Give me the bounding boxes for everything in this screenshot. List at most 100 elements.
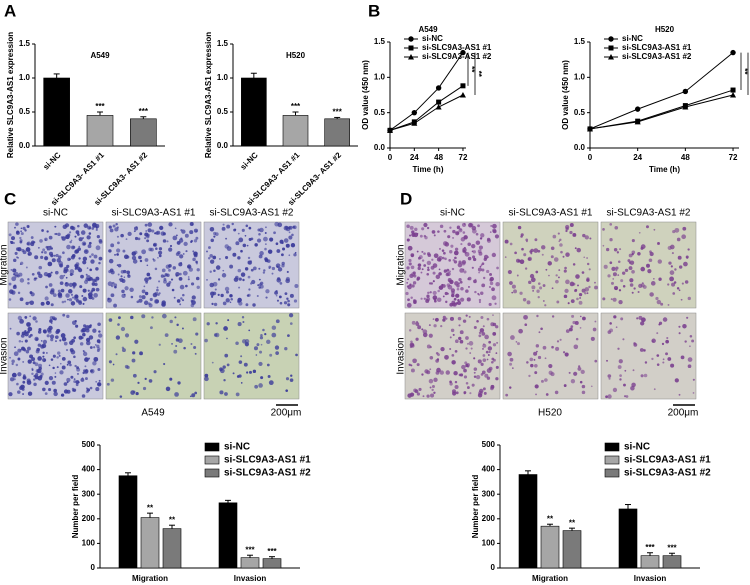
cell bbox=[129, 287, 134, 293]
cell bbox=[509, 281, 513, 285]
cell bbox=[208, 246, 211, 249]
cell bbox=[504, 256, 507, 258]
cell bbox=[258, 361, 263, 367]
cell bbox=[642, 348, 646, 352]
cell bbox=[158, 280, 161, 283]
cell bbox=[29, 291, 33, 295]
cell bbox=[131, 358, 136, 363]
cell bbox=[53, 254, 56, 257]
cell bbox=[481, 268, 485, 272]
cell bbox=[544, 378, 548, 382]
cell bbox=[237, 268, 242, 273]
cell bbox=[594, 285, 598, 290]
marker bbox=[408, 54, 414, 60]
cell bbox=[609, 322, 612, 325]
cell bbox=[92, 361, 97, 366]
cell bbox=[179, 284, 185, 290]
cell bbox=[158, 343, 161, 346]
cell bbox=[241, 339, 247, 344]
cell bbox=[438, 285, 444, 290]
cell bbox=[62, 224, 68, 230]
cell bbox=[687, 296, 691, 301]
cell bbox=[165, 386, 171, 392]
cell bbox=[445, 370, 450, 375]
cell bbox=[479, 328, 485, 333]
cell bbox=[275, 290, 278, 293]
cell bbox=[152, 258, 155, 260]
cell bbox=[123, 276, 126, 279]
cell bbox=[82, 350, 85, 352]
cell bbox=[258, 383, 263, 388]
cell bbox=[489, 276, 494, 282]
cell bbox=[179, 272, 182, 276]
cell bbox=[135, 391, 139, 396]
cell bbox=[68, 289, 73, 294]
cell bbox=[54, 225, 57, 228]
cell bbox=[22, 380, 26, 384]
cell bbox=[35, 320, 38, 323]
cell bbox=[637, 252, 641, 256]
cell bbox=[169, 377, 173, 381]
cell bbox=[556, 340, 560, 343]
cell bbox=[527, 256, 533, 262]
cell bbox=[469, 352, 472, 354]
cell bbox=[11, 359, 15, 364]
cell bbox=[494, 302, 497, 305]
cell bbox=[607, 374, 612, 378]
cell bbox=[44, 296, 49, 301]
panel-label: A bbox=[4, 1, 16, 20]
cell bbox=[141, 314, 146, 319]
cell bbox=[650, 281, 656, 286]
cell bbox=[66, 363, 69, 366]
cell bbox=[138, 298, 143, 303]
cell bbox=[42, 329, 47, 334]
cell bbox=[27, 282, 30, 285]
significance: ** bbox=[474, 71, 483, 78]
cell bbox=[478, 245, 484, 250]
cell bbox=[459, 330, 464, 335]
cell bbox=[59, 370, 64, 375]
cell bbox=[91, 282, 96, 286]
significance: *** bbox=[291, 102, 301, 111]
cell bbox=[72, 282, 76, 286]
cell bbox=[486, 358, 489, 361]
cell bbox=[110, 293, 115, 298]
cell bbox=[48, 375, 54, 381]
cell bbox=[482, 354, 486, 357]
chart-title: H520 bbox=[655, 25, 675, 34]
cell bbox=[264, 247, 267, 251]
cell bbox=[619, 378, 622, 381]
cell bbox=[225, 290, 230, 294]
marker bbox=[435, 104, 442, 110]
cell bbox=[156, 288, 159, 292]
cell bbox=[74, 267, 78, 271]
cell bbox=[457, 300, 462, 306]
cell bbox=[247, 293, 251, 297]
cell bbox=[131, 255, 137, 261]
cell bbox=[95, 267, 99, 271]
cell bbox=[682, 323, 687, 329]
cell bbox=[132, 259, 138, 264]
cell bbox=[46, 230, 49, 233]
cell bbox=[570, 299, 575, 304]
legend-label: si-SLC9A3-AS1 #1 bbox=[224, 455, 311, 466]
cell bbox=[288, 313, 294, 318]
cell bbox=[420, 297, 423, 300]
cell bbox=[123, 254, 129, 259]
cell bbox=[481, 283, 486, 288]
cell bbox=[429, 355, 434, 360]
bar bbox=[86, 115, 114, 147]
cell bbox=[145, 230, 148, 232]
cell bbox=[17, 390, 21, 394]
cell bbox=[436, 257, 442, 262]
cell bbox=[649, 292, 654, 297]
cell bbox=[579, 380, 583, 384]
cell bbox=[426, 294, 430, 298]
cell bbox=[660, 302, 664, 306]
cell bbox=[27, 326, 33, 332]
cell bbox=[278, 295, 282, 299]
cell bbox=[454, 349, 458, 353]
significance: *** bbox=[332, 108, 342, 117]
cell bbox=[72, 245, 76, 249]
cell bbox=[95, 387, 100, 392]
